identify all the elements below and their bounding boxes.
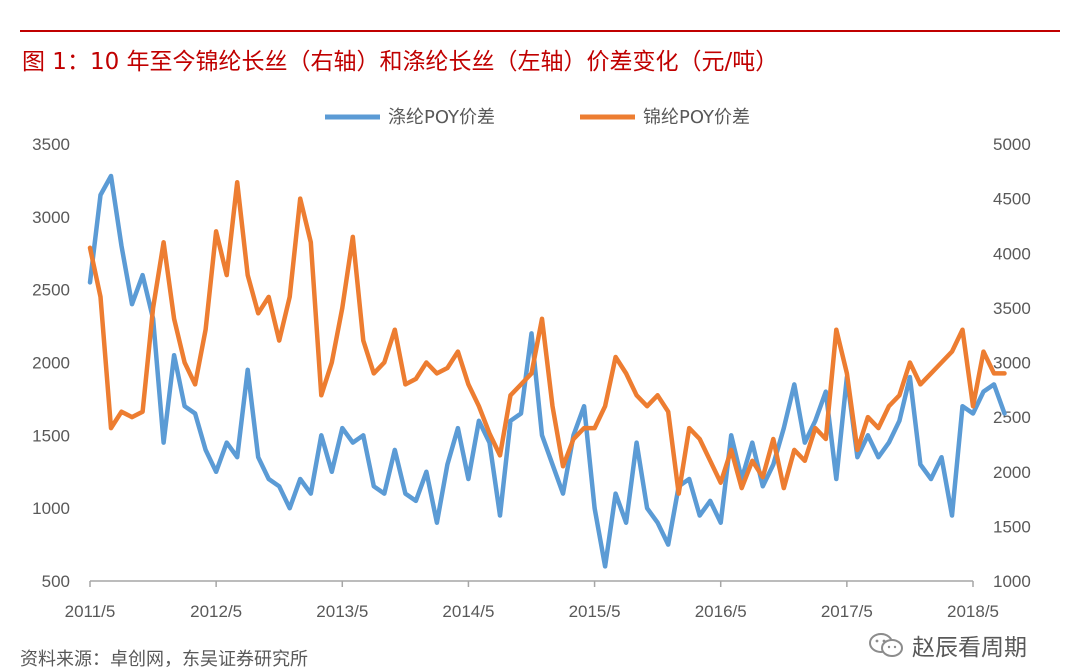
y-left-tick-label: 3000 (32, 208, 70, 227)
y-left-tick-label: 500 (42, 572, 70, 591)
y-right-tick-label: 4500 (993, 190, 1031, 209)
line-chart: 涤纶POY价差 锦纶POY价差 500 1000 1500 2000 2500 3000 3… (32, 107, 1031, 621)
legend: 涤纶POY价差 锦纶POY价差 (325, 107, 750, 128)
x-tick-label: 2012/5 (190, 602, 242, 621)
y-left-tick-label: 2000 (32, 354, 70, 373)
y-left-tick-label: 1000 (32, 499, 70, 518)
series-line-nylon (87, 179, 1007, 496)
source-note: 资料来源：卓创网，东吴证券研究所 (20, 649, 308, 670)
watermark-text: 赵辰看周期 (912, 635, 1027, 661)
y-left-tick-label: 2500 (32, 281, 70, 300)
watermark: 赵辰看周期 (868, 630, 1027, 661)
x-tick-label: 2017/5 (821, 602, 873, 621)
legend-label-polyester: 涤纶POY价差 (388, 107, 495, 128)
y-right-tick-label: 3000 (993, 354, 1031, 373)
y-left-tick-label: 3500 (32, 135, 70, 154)
left-axis: 500 1000 1500 2000 2500 3000 3500 (32, 135, 70, 591)
y-right-tick-label: 2500 (993, 408, 1031, 427)
x-tick-label: 2014/5 (442, 602, 494, 621)
y-right-tick-label: 1000 (993, 572, 1031, 591)
series-layer (87, 173, 1007, 569)
x-tick-label: 2013/5 (316, 602, 368, 621)
y-right-tick-label: 2000 (993, 463, 1031, 482)
legend-label-nylon: 锦纶POY价差 (643, 107, 750, 128)
y-right-tick-label: 3500 (993, 299, 1031, 318)
right-axis: 1000 1500 2000 2500 3000 3500 4000 4500 5000 (993, 135, 1031, 591)
chart-title: 图 1：10 年至今锦纶长丝（右轴）和涤纶长丝（左轴）价差变化（元/吨） (22, 49, 779, 75)
wechat-icon (869, 633, 903, 657)
y-left-tick-label: 1500 (32, 426, 70, 445)
y-right-tick-label: 4000 (993, 244, 1031, 263)
x-axis: 2011/5 2012/5 2013/5 2014/5 2015/5 2016/5 2017… (65, 580, 999, 621)
x-tick-label: 2011/5 (65, 602, 116, 621)
title-rule (20, 30, 1060, 32)
y-right-tick-label: 1500 (993, 517, 1031, 536)
x-tick-label: 2015/5 (569, 602, 621, 621)
y-right-tick-label: 5000 (993, 135, 1031, 154)
x-tick-label: 2018/5 (947, 602, 999, 621)
x-tick-label: 2016/5 (695, 602, 747, 621)
